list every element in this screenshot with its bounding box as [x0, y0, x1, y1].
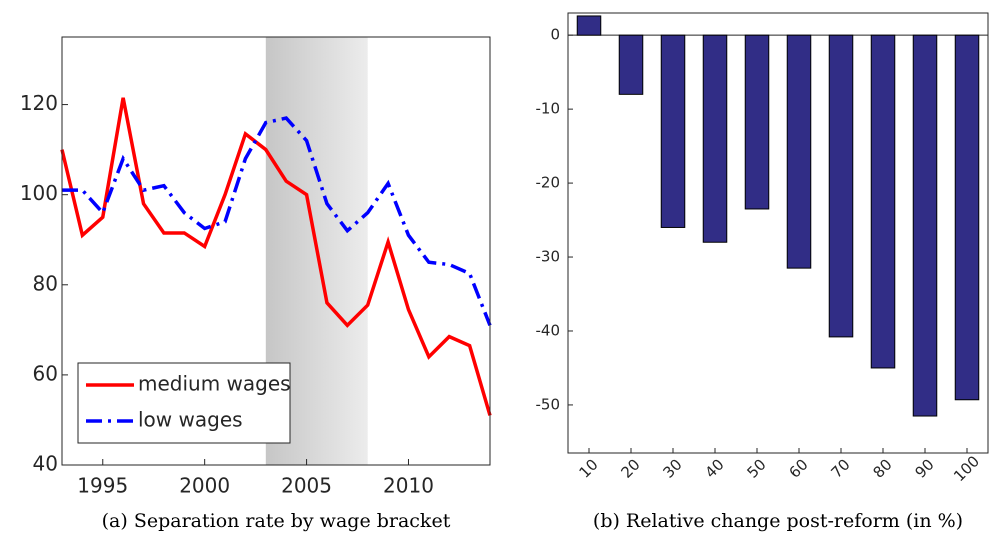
x-tick-label: 90: [912, 456, 938, 482]
x-tick-label: 20: [618, 456, 644, 482]
y-tick-label: -30: [536, 248, 561, 266]
x-tick-label: 50: [744, 456, 770, 482]
caption: (b) Relative change post-reform (in %): [593, 510, 963, 532]
y-tick-label: 40: [33, 452, 58, 476]
legend-box: [77, 362, 291, 444]
y-tick-label: 80: [33, 271, 58, 295]
bar: [702, 34, 728, 243]
x-tick-label: 2005: [281, 474, 332, 498]
bar: [954, 34, 980, 401]
x-tick-label: 10: [576, 456, 602, 482]
y-tick-label: 60: [33, 361, 58, 385]
bar: [828, 34, 854, 338]
x-tick-label: 2000: [179, 474, 230, 498]
y-tick-label: -40: [536, 321, 561, 339]
x-tick-label: 100: [950, 452, 983, 485]
bar: [618, 34, 644, 95]
x-tick-label: 60: [786, 456, 812, 482]
y-tick-label: -10: [536, 100, 561, 118]
bar: [786, 34, 812, 269]
x-tick-label: 70: [828, 456, 854, 482]
series-line: [62, 116, 492, 326]
plot-frame: [567, 12, 989, 454]
series-line: [60, 97, 492, 416]
legend-label: medium wages: [138, 372, 291, 396]
caption: (a) Separation rate by wage bracket: [102, 510, 451, 532]
y-tick-label: 100: [20, 181, 58, 205]
x-tick-label: 80: [870, 456, 896, 482]
bar: [660, 34, 686, 228]
x-tick-label: 1995: [77, 474, 128, 498]
y-tick-label: -50: [536, 395, 561, 413]
bar: [912, 34, 938, 417]
x-tick-label: 2010: [383, 474, 434, 498]
y-tick-label: -20: [536, 174, 561, 192]
plot-frame: [61, 36, 491, 466]
x-tick-label: 40: [702, 456, 728, 482]
bar: [576, 15, 602, 36]
bar: [744, 34, 770, 210]
y-tick-label: 120: [20, 91, 58, 115]
x-tick-label: 30: [660, 456, 686, 482]
bar: [870, 34, 896, 369]
legend-label: low wages: [138, 408, 243, 432]
y-tick-label: 0: [550, 26, 560, 44]
